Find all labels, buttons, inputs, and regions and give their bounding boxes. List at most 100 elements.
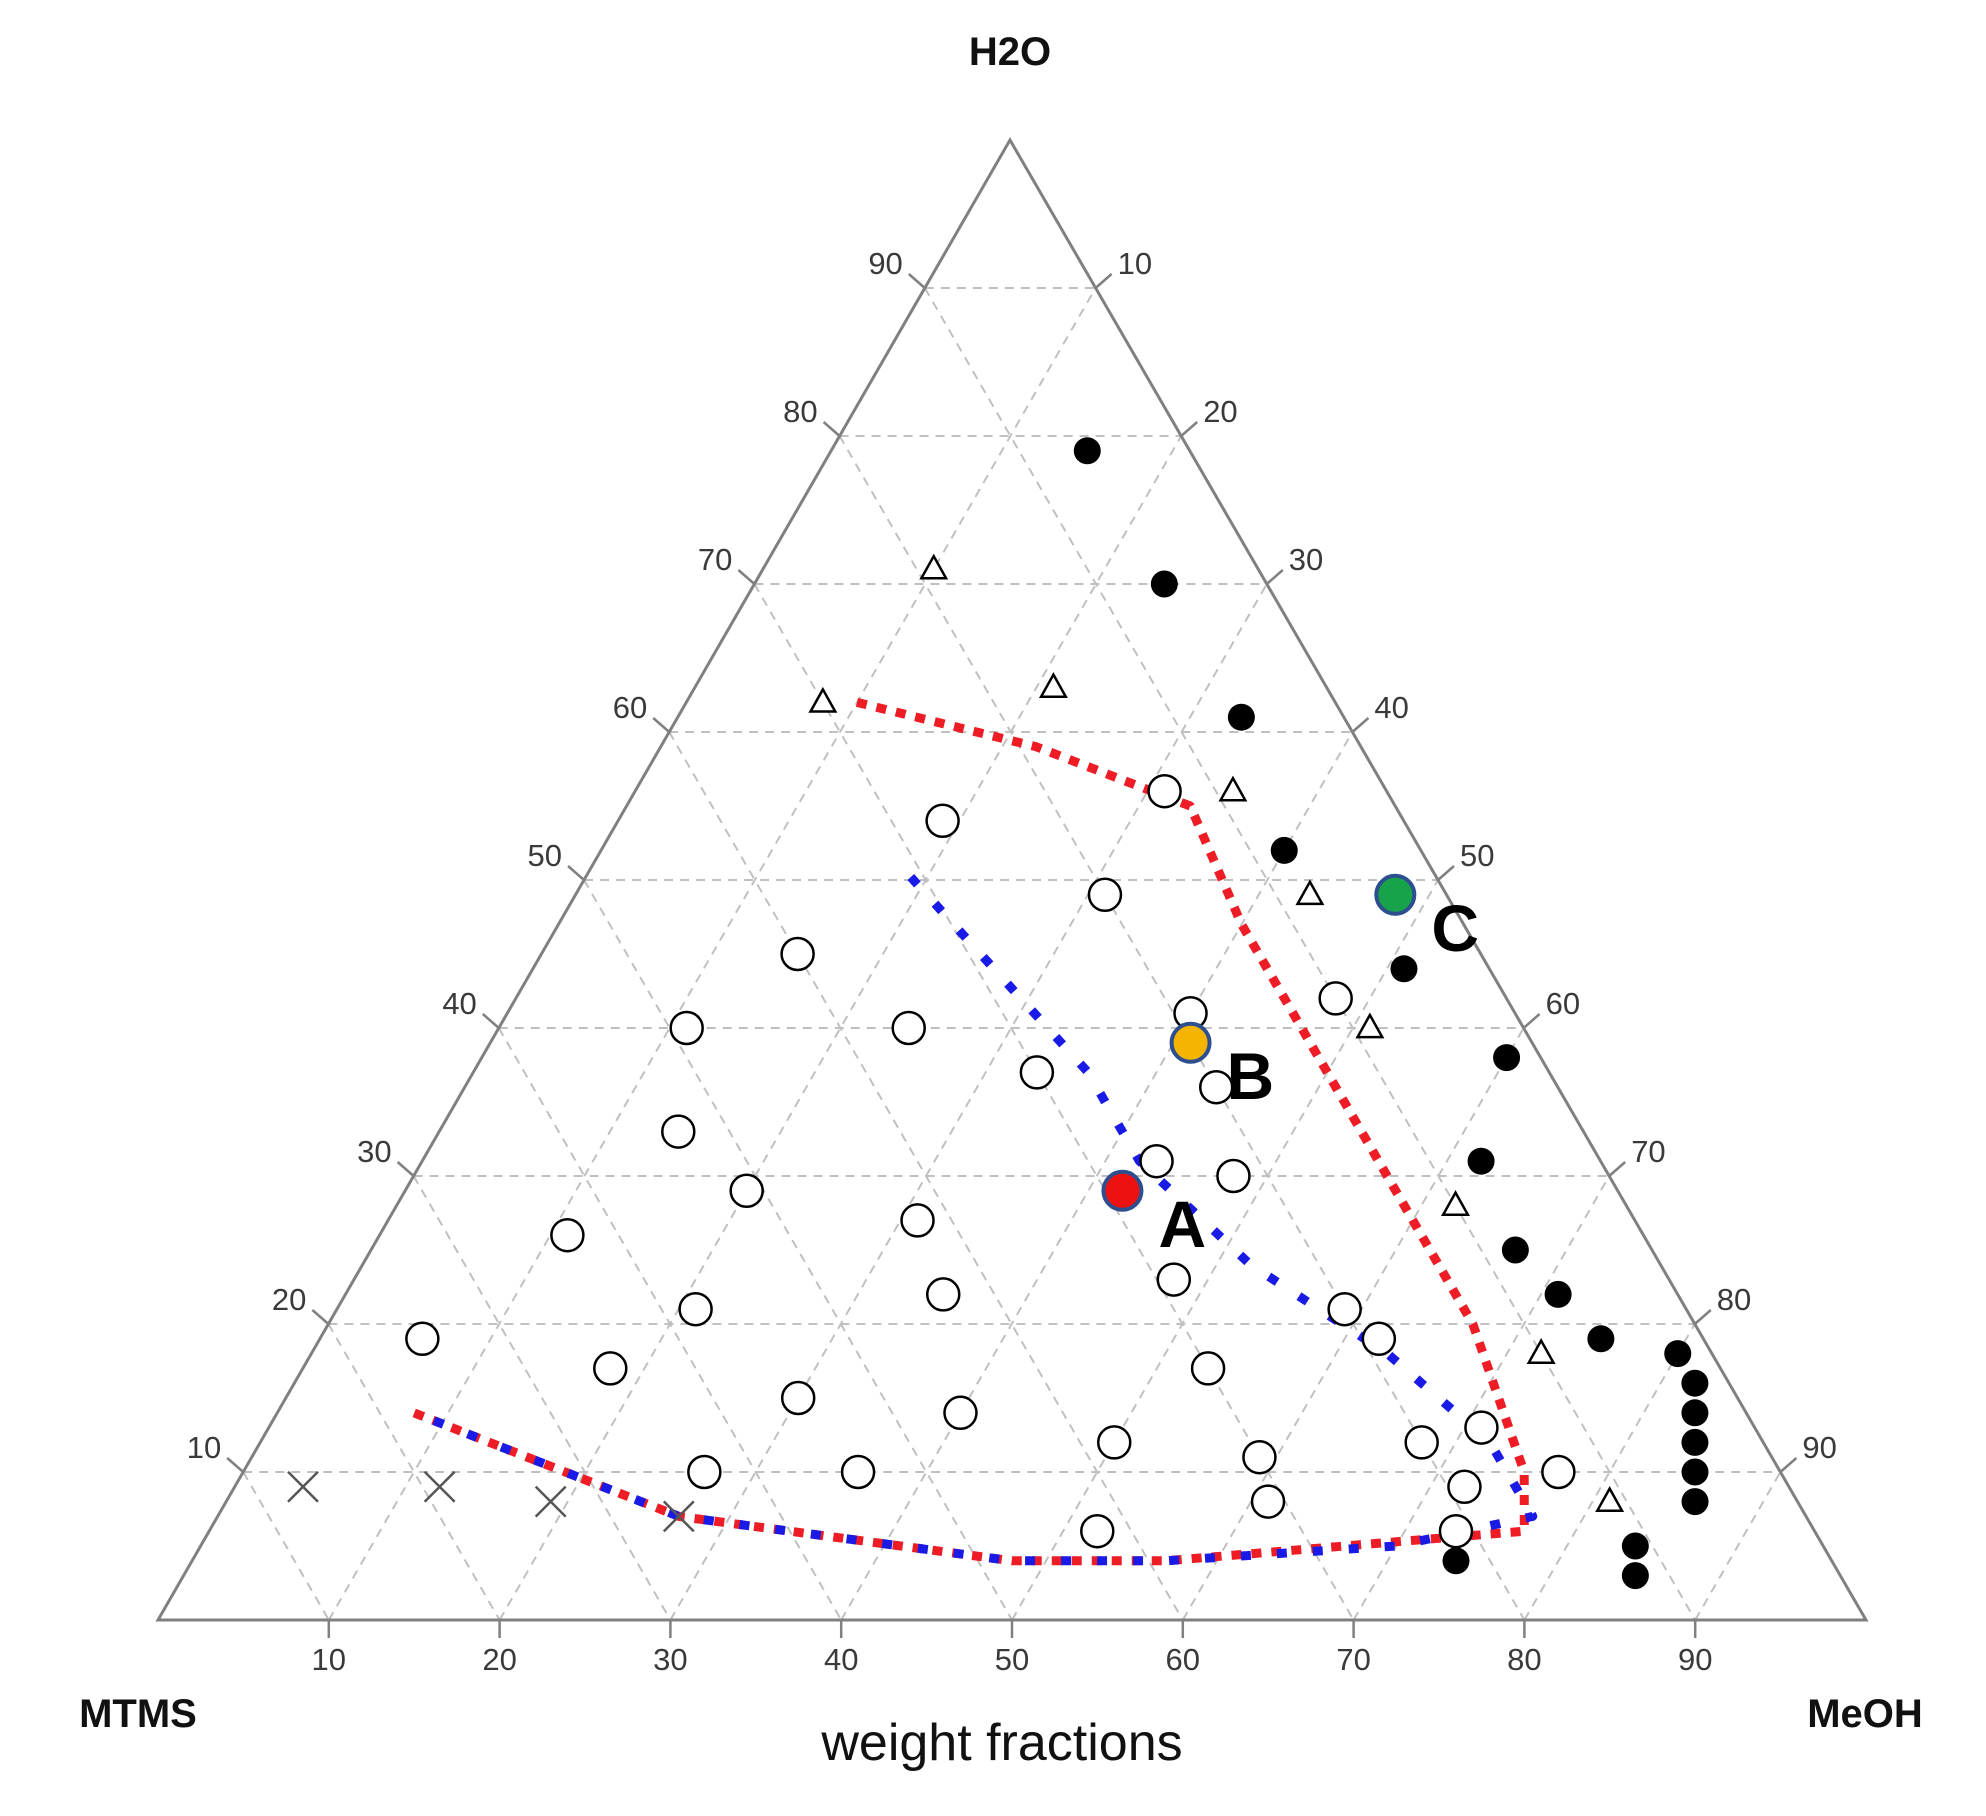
- tick-label-right: 50: [1460, 838, 1494, 873]
- grid-line-meoh: [327, 287, 1097, 1621]
- grid-line-mtms: [327, 1323, 501, 1621]
- tick-mark-left: [822, 421, 841, 437]
- open-circle-point: [1156, 1262, 1192, 1297]
- open-circle-point: [1147, 773, 1182, 809]
- x-point: [423, 1470, 456, 1503]
- tick-label-left: 30: [357, 1134, 391, 1169]
- filled-circle-point: [1442, 1547, 1470, 1575]
- tick-label-bottom: 50: [995, 1642, 1029, 1677]
- x-point: [287, 1470, 319, 1503]
- tick-mark-left: [396, 1161, 415, 1177]
- open-circle-point: [1080, 1513, 1115, 1549]
- tick-label-left: 20: [272, 1282, 306, 1317]
- tick-label-right: 10: [1118, 246, 1152, 281]
- open-circle-point: [925, 803, 960, 839]
- grid-line-meoh: [1523, 1323, 1696, 1621]
- tick-label-right: 60: [1546, 986, 1580, 1021]
- grid-line-meoh: [669, 583, 1268, 1621]
- tick-label-right: 30: [1289, 542, 1323, 577]
- tick-mark-right: [1180, 421, 1199, 437]
- highlight-point-a: [1101, 1169, 1144, 1212]
- filled-circle-point: [1681, 1458, 1709, 1486]
- open-triangle-point: [1038, 672, 1068, 698]
- filled-circle-point: [1390, 955, 1418, 983]
- grid-line-meoh: [498, 435, 1183, 1621]
- filled-circle-point: [1664, 1340, 1692, 1368]
- filled-circle-point: [1270, 836, 1298, 864]
- tick-mark-left: [737, 569, 756, 585]
- open-circle-point: [678, 1291, 713, 1327]
- tick-label-left: 50: [528, 838, 562, 873]
- open-triangle-point: [808, 686, 838, 713]
- open-triangle-point: [1295, 879, 1325, 906]
- filled-circle-point: [1681, 1369, 1709, 1397]
- grid-line-mtms: [242, 1471, 330, 1621]
- highlight-label-b: B: [1227, 1039, 1275, 1113]
- open-circle-point: [1464, 1410, 1499, 1445]
- filled-circle-point: [1467, 1147, 1495, 1175]
- tick-label-bottom: 80: [1507, 1642, 1541, 1677]
- open-circle-point: [780, 936, 815, 972]
- open-circle-point: [1327, 1291, 1362, 1327]
- axis-ticks: 10 10 10 20 20 20 30 30 30 40 40 40 50 50 50 60 60 60 70 70…: [187, 246, 1837, 1677]
- filled-circle-point: [1493, 1044, 1521, 1072]
- grid-line-mtms: [412, 1175, 672, 1621]
- open-circle-point: [1404, 1425, 1439, 1460]
- tick-mark-left: [481, 1013, 500, 1029]
- grid-line-meoh: [840, 731, 1354, 1621]
- open-circle-point: [1541, 1454, 1576, 1490]
- filled-circle-point: [1681, 1399, 1709, 1427]
- open-triangle-point: [1355, 1012, 1385, 1039]
- grid-line-mtms: [497, 1027, 843, 1621]
- open-circle-point: [1190, 1351, 1226, 1386]
- open-circle-point: [900, 1203, 935, 1238]
- tick-label-left: 70: [698, 542, 732, 577]
- tick-mark-left: [226, 1457, 245, 1473]
- open-circle-point: [405, 1321, 440, 1357]
- tick-mark-left: [567, 865, 585, 881]
- tick-mark-right: [1265, 569, 1284, 585]
- open-circle-point: [1438, 1513, 1474, 1549]
- open-triangle-point: [1441, 1190, 1471, 1216]
- tick-label-bottom: 40: [824, 1642, 858, 1677]
- grid-line-meoh: [1694, 1471, 1782, 1621]
- tick-label-left: 60: [613, 690, 647, 725]
- open-circle-point: [1096, 1425, 1132, 1460]
- tick-label-left: 90: [868, 246, 902, 281]
- grid-line-meoh: [1352, 1175, 1611, 1621]
- tick-mark-right: [1779, 1457, 1798, 1473]
- open-triangle-point: [1218, 775, 1248, 802]
- open-circle-point: [1242, 1439, 1277, 1475]
- vertex-label-top: H2O: [969, 30, 1051, 74]
- highlight-point-c: [1374, 873, 1417, 916]
- x-point: [662, 1500, 695, 1533]
- open-triangle-point: [919, 553, 949, 580]
- filled-circle-point: [1073, 437, 1101, 465]
- grid-line-mtms: [838, 435, 1526, 1621]
- open-circle-point: [1318, 981, 1353, 1016]
- highlight-label-a: A: [1158, 1187, 1206, 1261]
- highlight-label-c: C: [1431, 891, 1479, 965]
- tick-mark-right: [1094, 273, 1113, 289]
- tick-mark-right: [1437, 865, 1455, 881]
- open-circle-point: [593, 1351, 628, 1386]
- open-circle-point: [943, 1395, 978, 1431]
- tick-label-left: 10: [187, 1430, 221, 1465]
- open-circle-point: [925, 1277, 961, 1312]
- tick-label-bottom: 90: [1678, 1642, 1712, 1677]
- red-dotted-boundary: [412, 698, 1529, 1566]
- tick-mark-right: [1608, 1161, 1627, 1177]
- open-triangle-point: [1526, 1338, 1556, 1364]
- tick-label-right: 20: [1203, 394, 1237, 429]
- open-circle-point: [669, 1010, 704, 1046]
- tick-label-bottom: 70: [1336, 1642, 1370, 1677]
- filled-circle-point: [1621, 1562, 1649, 1590]
- tick-label-left: 40: [442, 986, 476, 1021]
- open-circle-point: [840, 1454, 876, 1490]
- vertex-label-left: MTMS: [79, 1692, 197, 1736]
- open-circle-point: [1087, 877, 1123, 913]
- tick-mark-right: [1693, 1309, 1712, 1325]
- open-circle-point: [1361, 1321, 1397, 1357]
- blue-dotted-boundary: [412, 862, 1538, 1566]
